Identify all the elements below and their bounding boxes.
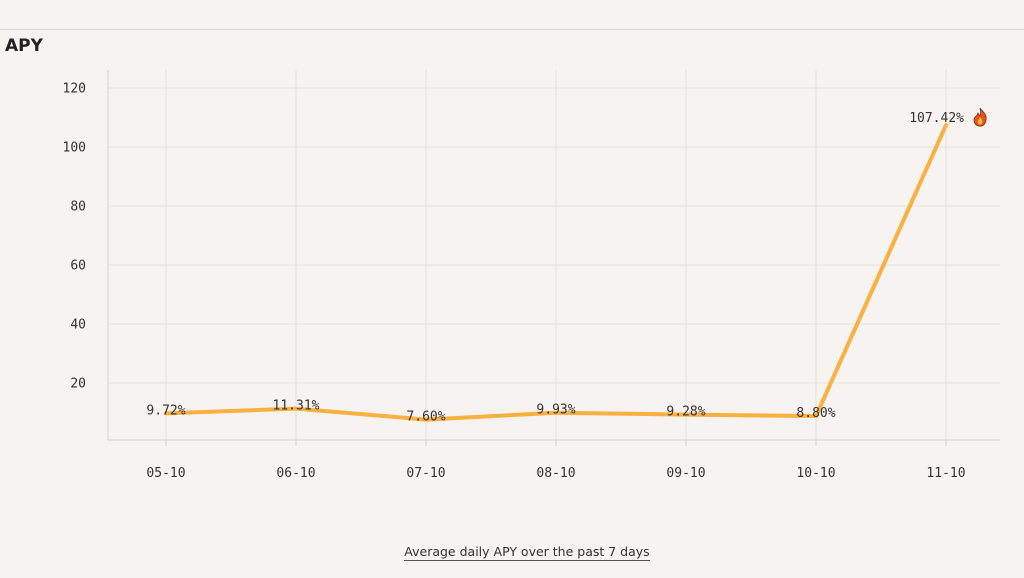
page-title: APY <box>5 36 43 56</box>
x-tick-label: 07-10 <box>406 466 445 481</box>
x-tick-label: 09-10 <box>666 466 705 481</box>
chart-caption[interactable]: Average daily APY over the past 7 days <box>0 544 1024 561</box>
x-tick-label: 05-10 <box>146 466 185 481</box>
y-tick-label: 60 <box>70 259 86 274</box>
x-tick-label: 10-10 <box>796 466 835 481</box>
series-line <box>164 123 948 422</box>
data-label: 8.80% <box>796 406 835 421</box>
y-tick-label: 80 <box>70 200 86 215</box>
fire-icon <box>973 107 987 127</box>
x-tick-label: 11-10 <box>926 466 965 481</box>
top-divider <box>0 29 1024 30</box>
y-tick-label: 120 <box>63 82 86 97</box>
data-label: 107.42% <box>909 111 964 126</box>
line-layer <box>164 123 948 422</box>
x-tick-label: 06-10 <box>276 466 315 481</box>
data-label: 9.72% <box>146 403 185 418</box>
y-tick-label: 40 <box>70 318 86 333</box>
data-label: 11.31% <box>273 399 320 414</box>
y-tick-label: 100 <box>63 141 86 156</box>
y-tick-label: 20 <box>70 377 86 392</box>
x-tick-label: 08-10 <box>536 466 575 481</box>
axis-layer: 20 40 60 80 100 120 05-10 06-10 07-10 08-10 09-10 1… <box>63 70 1000 481</box>
data-label: 7.60% <box>406 410 445 425</box>
chart-caption-text[interactable]: Average daily APY over the past 7 days <box>404 544 650 561</box>
data-label: 9.93% <box>536 403 575 418</box>
label-layer: 9.72% 11.31% 7.60% 9.93% 9.28% 8.80% 107.42% <box>146 107 987 425</box>
data-label: 9.28% <box>666 405 705 420</box>
grid-layer <box>108 70 1000 440</box>
